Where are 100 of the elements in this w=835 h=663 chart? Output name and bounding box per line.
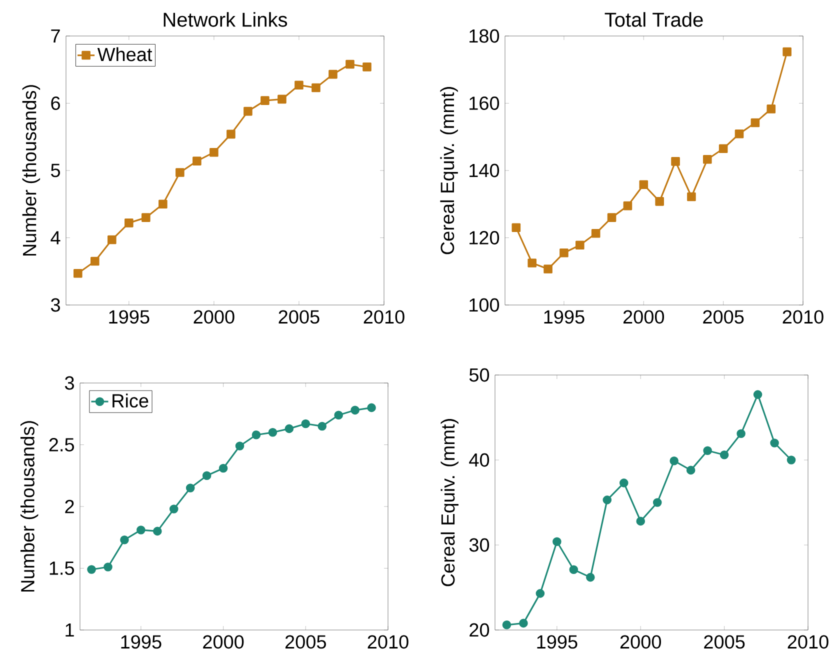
point (623, 201, 632, 210)
y-tick-label: 5 (51, 164, 60, 178)
chart-title: Network Links (164, 12, 288, 27)
legend-label: Wheat (97, 47, 152, 62)
point (328, 70, 338, 79)
y-tick-label: 7 (51, 29, 60, 43)
x-tick-label: 2005 (278, 310, 320, 324)
point (734, 129, 744, 138)
point (786, 456, 796, 464)
x-tick-label: 1995 (544, 310, 584, 324)
point (284, 424, 294, 434)
x-tick-label: 2010 (364, 310, 404, 324)
x-tick-label: 1995 (109, 310, 150, 324)
point (686, 466, 696, 475)
point (362, 62, 372, 72)
y-tick-label: 160 (470, 96, 500, 110)
point (108, 235, 116, 244)
legend-label: Rice (112, 394, 148, 408)
point (736, 429, 746, 438)
point (235, 442, 244, 450)
point (218, 464, 228, 473)
y-tick-label: 1.5 (50, 562, 74, 575)
point (718, 144, 728, 154)
point (519, 618, 528, 628)
point (260, 96, 270, 105)
x-tick-label: 1995 (537, 635, 578, 649)
y-tick-label: 1 (66, 623, 74, 637)
x-tick-label: 2005 (285, 635, 326, 649)
point (278, 94, 286, 104)
point (636, 516, 646, 526)
x-tick-label: 2000 (194, 310, 234, 324)
y-tick-label: 180 (470, 29, 500, 43)
point (766, 104, 776, 114)
point (176, 168, 184, 177)
y-tick-label: 140 (470, 164, 500, 178)
point (591, 228, 600, 238)
point (502, 620, 512, 630)
chart-title: Total Trade (604, 12, 703, 27)
point (169, 504, 178, 514)
point (544, 264, 552, 274)
point (104, 562, 112, 572)
y-axis-title: Cereal Equiv. (mmt) (440, 87, 458, 254)
point (226, 130, 236, 139)
point (671, 157, 680, 166)
point (536, 589, 545, 598)
y-tick-label: 6 (51, 96, 60, 110)
y-tick-label: 40 (469, 453, 490, 467)
point (782, 47, 792, 56)
y-tick-label: 50 (469, 368, 490, 382)
y-tick-label: 30 (469, 538, 490, 552)
point (202, 471, 212, 480)
point (210, 148, 218, 157)
point (312, 83, 320, 92)
point (639, 180, 648, 190)
y-axis-title: Number (thousands) (20, 421, 38, 592)
x-tick-label: 2000 (623, 310, 664, 324)
point (74, 268, 82, 278)
x-tick-label: 2000 (203, 635, 244, 649)
point (124, 218, 134, 228)
y-axis-title: Number (thousands) (22, 85, 40, 256)
point (619, 478, 628, 488)
x-tick-label: 2000 (620, 635, 662, 649)
point (346, 60, 354, 69)
y-tick-label: 100 (470, 298, 500, 312)
point (301, 419, 310, 428)
point (252, 430, 261, 440)
point (552, 537, 562, 546)
point (607, 213, 616, 222)
y-tick-label: 3 (64, 376, 74, 390)
y-tick-label: 3 (50, 298, 60, 312)
point (750, 118, 760, 128)
point (90, 256, 100, 266)
point (753, 390, 762, 399)
point (268, 428, 278, 437)
point (120, 535, 129, 544)
x-tick-label: 2010 (788, 635, 828, 649)
point (244, 106, 252, 116)
point (350, 406, 360, 415)
point (770, 438, 779, 448)
point (87, 565, 96, 574)
point (136, 526, 146, 534)
point (702, 154, 712, 164)
point (569, 565, 578, 574)
point (512, 223, 521, 232)
x-tick-label: 2010 (782, 310, 824, 324)
point (294, 80, 304, 90)
y-tick-label: 120 (470, 231, 500, 244)
y-tick-label: 2.5 (49, 438, 74, 452)
point (142, 213, 150, 222)
point (560, 248, 568, 258)
point (158, 200, 168, 209)
point (720, 450, 729, 460)
y-tick-label: 4 (50, 231, 60, 244)
point (334, 410, 343, 420)
point (186, 484, 195, 492)
x-tick-label: 2005 (704, 635, 745, 649)
point (586, 572, 595, 582)
point (655, 197, 664, 206)
point (367, 403, 376, 412)
point (687, 192, 696, 202)
